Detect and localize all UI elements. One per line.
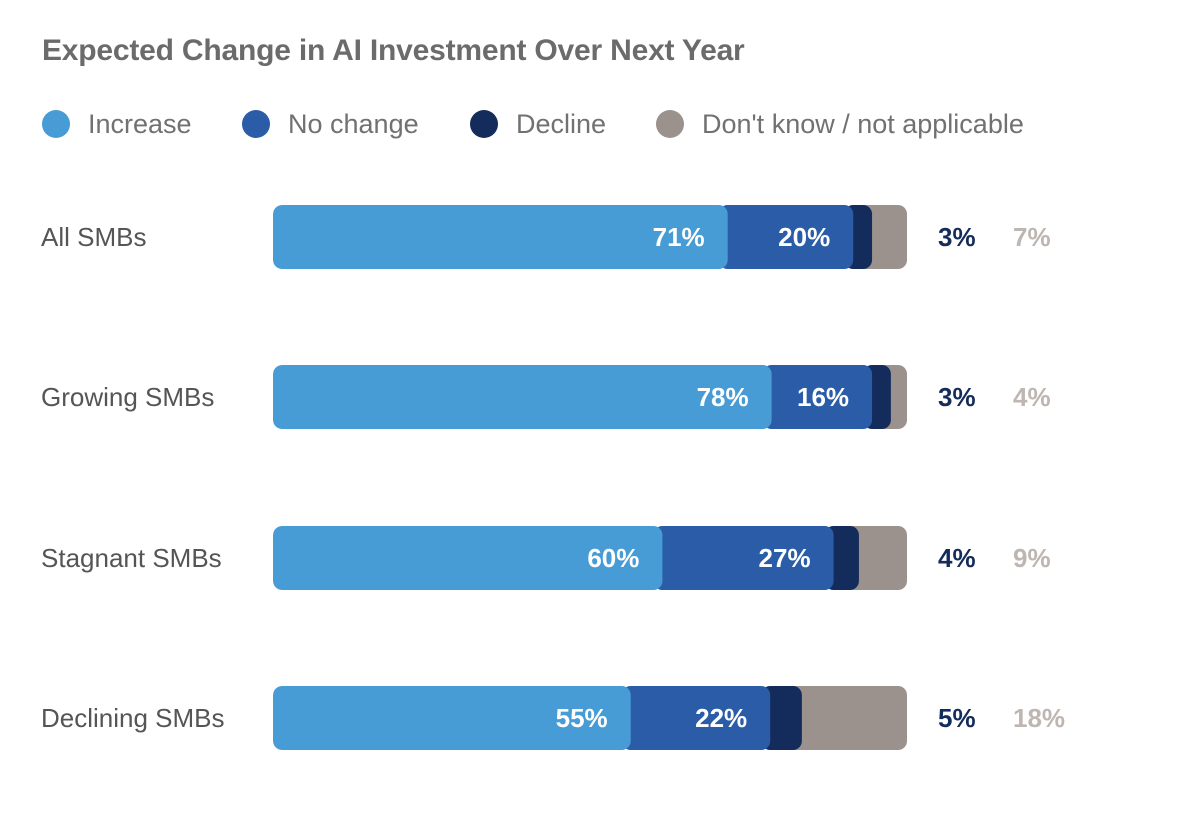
legend-item-no-change: No change <box>242 106 419 142</box>
data-label-no-change-stagnant-smbs: 27% <box>759 543 811 573</box>
bar-row-stagnant-smbs <box>273 526 907 590</box>
data-label-decline-stagnant-smbs: 4% <box>938 543 976 573</box>
data-label-no-change-growing-smbs: 16% <box>797 382 849 412</box>
bar-segment-no-change-growing-smbs <box>762 365 873 429</box>
bar-segment-increase-declining-smbs <box>273 686 631 750</box>
data-label-don-t-know-not-applicable-declining-smbs: 18% <box>1013 703 1065 733</box>
bar-segment-decline-declining-smbs <box>761 686 802 750</box>
bar-segment-increase-growing-smbs <box>273 365 772 429</box>
bar-segment-increase-stagnant-smbs <box>273 526 663 590</box>
legend-label-decline: Decline <box>516 108 607 139</box>
bar-row-all-smbs <box>273 205 907 269</box>
data-label-no-change-all-smbs: 20% <box>778 222 830 252</box>
bar-row-declining-smbs <box>273 686 907 750</box>
category-label-stagnant-smbs: Stagnant SMBs <box>41 543 222 573</box>
chart-title: Expected Change in AI Investment Over Ne… <box>42 34 745 67</box>
legend-item-dont-know: Don't know / not applicable <box>656 106 1024 142</box>
data-label-decline-declining-smbs: 5% <box>938 703 976 733</box>
legend-label-increase: Increase <box>88 108 192 139</box>
data-label-decline-all-smbs: 3% <box>938 222 976 252</box>
legend-item-decline: Decline <box>470 106 606 142</box>
data-label-increase-growing-smbs: 78% <box>697 382 749 412</box>
bar-segment-no-change-all-smbs <box>718 205 854 269</box>
data-label-increase-all-smbs: 71% <box>653 222 705 252</box>
legend-label-dont-know: Don't know / not applicable <box>702 108 1024 139</box>
legend-label-no-change: No change <box>288 108 419 139</box>
legend-swatch-no-change <box>242 110 270 138</box>
legend-swatch-decline <box>470 110 498 138</box>
data-label-increase-stagnant-smbs: 60% <box>587 543 639 573</box>
category-label-all-smbs: All SMBs <box>41 222 146 252</box>
legend-item-increase: Increase <box>42 106 192 142</box>
data-label-no-change-declining-smbs: 22% <box>695 703 747 733</box>
bar-segment-increase-all-smbs <box>273 205 728 269</box>
data-label-increase-declining-smbs: 55% <box>556 703 608 733</box>
data-label-don-t-know-not-applicable-stagnant-smbs: 9% <box>1013 543 1051 573</box>
data-label-decline-growing-smbs: 3% <box>938 382 976 412</box>
category-label-growing-smbs: Growing SMBs <box>41 382 214 412</box>
bar-row-growing-smbs <box>273 365 907 429</box>
category-label-declining-smbs: Declining SMBs <box>41 703 225 733</box>
bar-segment-don-t-know-not-applicable-declining-smbs <box>792 686 907 750</box>
bar-segment-no-change-declining-smbs <box>621 686 771 750</box>
data-label-don-t-know-not-applicable-all-smbs: 7% <box>1013 222 1051 252</box>
bar-segment-don-t-know-not-applicable-stagnant-smbs <box>849 526 907 590</box>
bar-segment-no-change-stagnant-smbs <box>653 526 834 590</box>
data-label-don-t-know-not-applicable-growing-smbs: 4% <box>1013 382 1051 412</box>
legend-swatch-dont-know <box>656 110 684 138</box>
legend-swatch-increase <box>42 110 70 138</box>
